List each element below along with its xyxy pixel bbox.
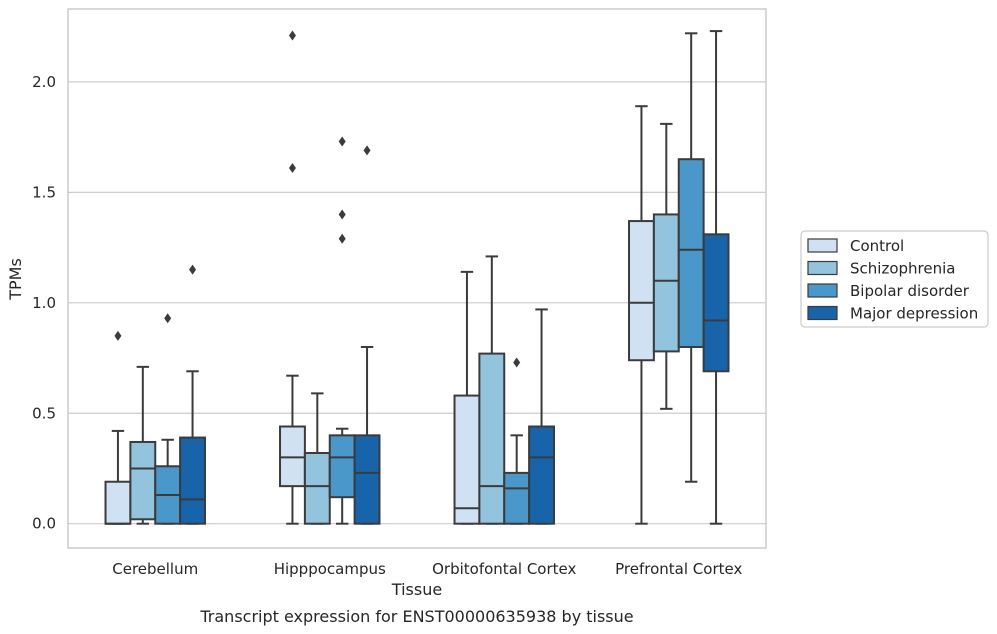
iqr-box <box>328 434 356 499</box>
iqr-box <box>478 352 506 525</box>
legend: Control Schizophrenia Bipolar disorder Majo… <box>800 230 989 328</box>
box-plot-area <box>104 30 730 525</box>
iqr-box <box>503 471 531 525</box>
box-bipolar-disorder <box>154 313 182 525</box>
x-axis-label: Tissue <box>391 580 442 599</box>
legend-label: Control <box>850 237 904 255</box>
box-major-depression <box>179 264 206 525</box>
y-tick-label: 1.5 <box>32 183 56 201</box>
outlier-point <box>164 313 172 324</box>
box-schizophrenia <box>478 255 506 525</box>
iqr-box <box>179 436 206 525</box>
outlier-point <box>513 357 521 368</box>
box-control <box>628 105 655 525</box>
box-control <box>104 330 132 525</box>
legend-label: Major depression <box>850 305 978 323</box>
box-schizophrenia <box>652 122 680 410</box>
iqr-box <box>129 440 157 521</box>
y-axis-label: TPMs <box>6 258 25 301</box>
outlier-point <box>338 136 346 147</box>
outlier-point <box>288 163 296 174</box>
box-bipolar-disorder <box>503 357 531 525</box>
box-major-depression <box>702 30 730 525</box>
box-control <box>279 30 306 525</box>
outlier-point <box>189 264 197 275</box>
iqr-box <box>303 452 331 525</box>
x-tick-label: Prefrontal Cortex <box>615 560 742 578</box>
legend-frame <box>800 230 989 328</box>
outlier-point <box>114 330 122 341</box>
x-tick-label: Hipppocampus <box>274 560 386 578</box>
y-tick-label: 0.5 <box>32 404 56 422</box>
outlier-point <box>338 209 346 220</box>
y-tick-label: 0.0 <box>32 515 56 533</box>
plot-frame <box>67 8 767 549</box>
box-bipolar-disorder <box>677 32 705 483</box>
iqr-box <box>453 394 481 525</box>
outlier-point <box>363 145 371 156</box>
legend-label: Schizophrenia <box>850 260 955 278</box>
chart-caption: Transcript expression for ENST0000063593… <box>199 607 633 626</box>
grid-lines <box>68 81 766 525</box>
x-tick-label: Orbitofontal Cortex <box>432 560 576 578</box>
legend-label: Bipolar disorder <box>850 282 970 300</box>
iqr-box <box>104 480 132 525</box>
y-axis-ticks: 0.0 0.5 1.0 1.5 2.0 <box>32 73 56 533</box>
box-bipolar-disorder <box>328 136 356 525</box>
box-schizophrenia <box>303 392 331 525</box>
legend-swatch <box>807 260 838 276</box>
iqr-box <box>652 213 680 353</box>
x-axis-ticks: Cerebellum Hipppocampus Orbitofontal Corte… <box>112 560 742 578</box>
outlier-point <box>338 233 346 244</box>
legend-swatch <box>807 238 838 253</box>
legend-swatch <box>807 305 838 321</box>
box-major-depression <box>353 145 381 525</box>
iqr-box <box>279 425 306 488</box>
iqr-box <box>677 158 705 348</box>
box-control <box>453 270 481 525</box>
y-tick-label: 2.0 <box>32 73 56 91</box>
outlier-point <box>288 30 296 41</box>
box-schizophrenia <box>129 365 157 525</box>
iqr-box <box>628 220 655 362</box>
iqr-box <box>528 425 555 525</box>
x-tick-label: Cerebellum <box>112 560 198 578</box>
box-major-depression <box>528 308 555 525</box>
iqr-box <box>702 233 730 373</box>
y-tick-label: 1.0 <box>32 294 56 312</box>
legend-swatch <box>807 283 838 298</box>
iqr-box <box>353 434 381 525</box>
